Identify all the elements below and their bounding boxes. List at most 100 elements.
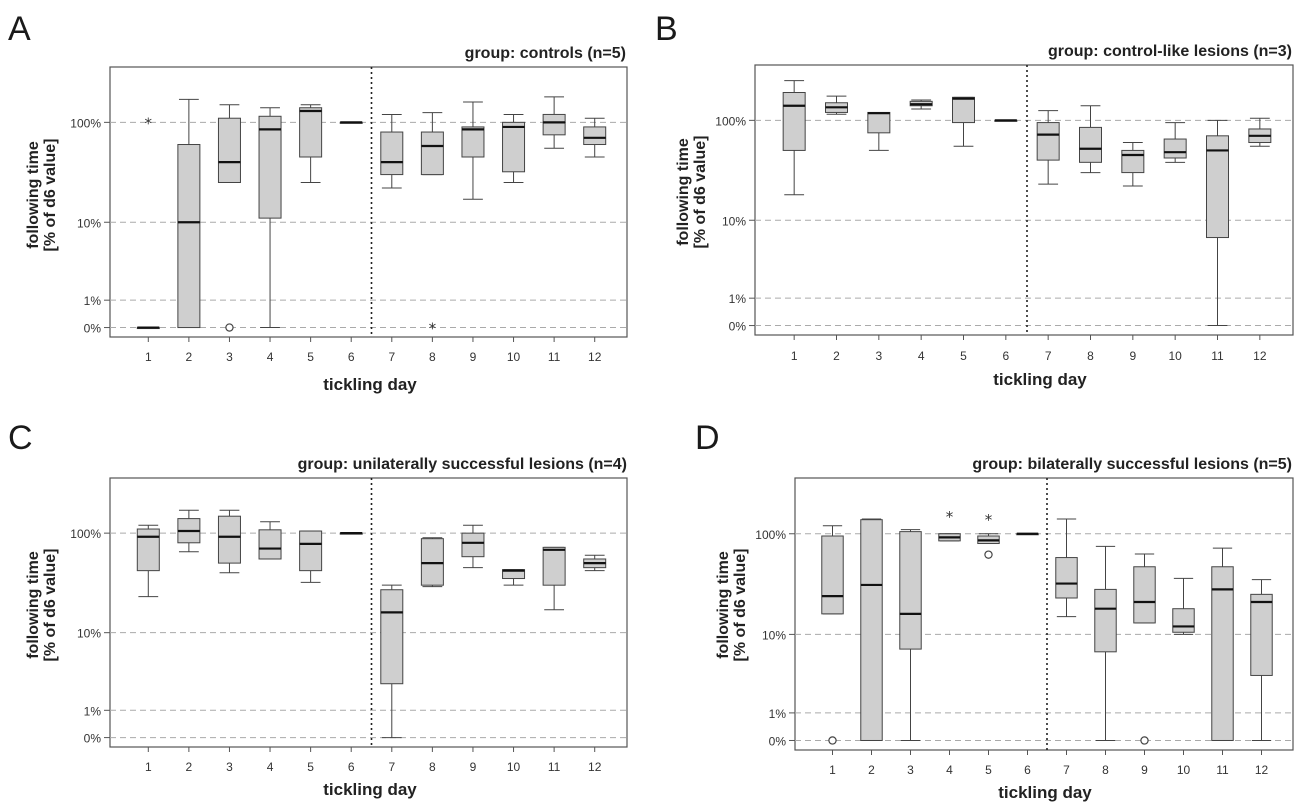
- extreme-star: *: [985, 511, 993, 529]
- panel-letter: D: [695, 419, 720, 457]
- y-axis-label-line1: following time: [715, 551, 732, 659]
- y-tick-label: 100%: [70, 527, 101, 541]
- x-tick-label: 6: [348, 350, 355, 364]
- x-axis-label: tickling day: [323, 375, 417, 394]
- box-day-7: [1055, 557, 1078, 599]
- box-day-3: [867, 111, 891, 134]
- x-tick-label: 2: [868, 763, 875, 777]
- box-day-3: [217, 117, 241, 183]
- x-tick-label: 5: [307, 350, 314, 364]
- box-day-10: [502, 121, 526, 173]
- panel-title: group: bilaterally successful lesions (n…: [972, 456, 1292, 473]
- y-tick-label: 100%: [715, 114, 746, 128]
- x-tick-label: 9: [1129, 349, 1136, 363]
- box-day-12: [1250, 593, 1273, 676]
- box-day-9: [1133, 566, 1156, 624]
- box-day-10: [1163, 138, 1187, 159]
- y-tick-label: 10%: [722, 214, 746, 228]
- box-day-4: [258, 529, 282, 560]
- y-tick-label: 1%: [84, 294, 102, 308]
- box-day-8: [420, 538, 444, 586]
- extreme-star: *: [946, 508, 954, 526]
- x-tick-label: 3: [226, 760, 233, 774]
- box-day-1: [136, 528, 160, 572]
- x-tick-label: 8: [429, 350, 436, 364]
- panel-title: group: controls (n=5): [465, 45, 626, 62]
- box-day-11: [1206, 135, 1229, 239]
- panel-letter: B: [655, 10, 678, 48]
- x-tick-label: 8: [1102, 763, 1109, 777]
- x-tick-label: 1: [145, 760, 152, 774]
- y-tick-label: 10%: [762, 628, 786, 642]
- x-tick-label: 8: [1087, 349, 1094, 363]
- x-tick-label: 11: [548, 760, 561, 774]
- x-tick-label: 6: [1002, 349, 1009, 363]
- box-day-10: [1172, 608, 1195, 633]
- y-axis-label: following time[% of d6 value]: [715, 549, 749, 662]
- y-tick-label: 0%: [84, 732, 102, 746]
- x-tick-label: 10: [507, 350, 521, 364]
- x-tick-label: 12: [588, 350, 602, 364]
- box-day-5: [299, 107, 323, 158]
- box-day-11: [1211, 566, 1234, 741]
- x-axis-label: tickling day: [323, 780, 417, 799]
- box-day-9: [461, 126, 485, 158]
- outlier-circle: [828, 736, 837, 745]
- x-tick-label: 1: [791, 349, 798, 363]
- y-tick-label: 0%: [84, 322, 102, 336]
- x-tick-label: 5: [307, 760, 314, 774]
- y-axis-label: following time[% of d6 value]: [25, 139, 59, 252]
- plot-frame: [109, 66, 628, 338]
- x-tick-label: 4: [918, 349, 925, 363]
- box-day-8: [1079, 126, 1102, 163]
- x-tick-label: 8: [429, 760, 436, 774]
- box-day-8: [1094, 588, 1117, 653]
- x-tick-label: 4: [267, 760, 274, 774]
- box-day-7: [380, 131, 404, 176]
- x-tick-label: 5: [960, 349, 967, 363]
- x-tick-label: 3: [907, 763, 914, 777]
- y-axis-label: following time[% of d6 value]: [25, 549, 59, 662]
- x-tick-label: 12: [1255, 763, 1269, 777]
- box-day-5: [952, 96, 975, 124]
- box-day-11: [542, 113, 566, 136]
- plot-frame: [794, 477, 1294, 751]
- x-tick-label: 1: [145, 350, 152, 364]
- x-tick-label: 9: [1141, 763, 1148, 777]
- x-tick-label: 9: [470, 350, 477, 364]
- x-tick-label: 2: [833, 349, 840, 363]
- box-day-7: [380, 589, 404, 685]
- x-tick-label: 7: [388, 350, 395, 364]
- x-tick-label: 7: [1045, 349, 1052, 363]
- y-tick-label: 0%: [769, 734, 787, 748]
- box-day-12: [583, 126, 607, 146]
- box-day-9: [1121, 149, 1145, 174]
- x-tick-label: 3: [875, 349, 882, 363]
- panel-letter: C: [8, 419, 33, 457]
- y-axis-label-line1: following time: [25, 551, 42, 659]
- box-day-1: [821, 535, 844, 615]
- box-day-2: [860, 519, 883, 741]
- box-day-9: [461, 532, 485, 558]
- y-tick-label: 0%: [729, 320, 747, 334]
- box-day-11: [542, 546, 566, 586]
- extreme-star: *: [145, 114, 153, 132]
- extreme-star: *: [429, 320, 437, 338]
- y-axis-label-line2: [% of d6 value]: [732, 549, 749, 662]
- panel-title: group: unilaterally successful lesions (…: [298, 456, 627, 473]
- x-tick-label: 10: [1177, 763, 1191, 777]
- outlier-circle: [1140, 736, 1149, 745]
- x-tick-label: 2: [186, 350, 193, 364]
- y-axis-label-line2: [% of d6 value]: [692, 136, 709, 249]
- y-axis-label-line1: following time: [25, 141, 42, 249]
- x-tick-label: 4: [946, 763, 953, 777]
- y-tick-label: 10%: [77, 627, 101, 641]
- x-tick-label: 11: [548, 350, 561, 364]
- x-tick-label: 10: [1168, 349, 1182, 363]
- y-tick-label: 100%: [755, 528, 786, 542]
- x-axis-label: tickling day: [998, 783, 1092, 802]
